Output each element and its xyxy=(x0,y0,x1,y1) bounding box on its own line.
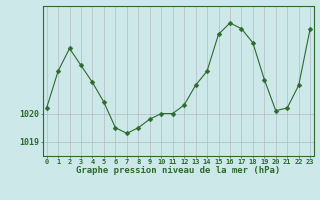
X-axis label: Graphe pression niveau de la mer (hPa): Graphe pression niveau de la mer (hPa) xyxy=(76,166,281,175)
